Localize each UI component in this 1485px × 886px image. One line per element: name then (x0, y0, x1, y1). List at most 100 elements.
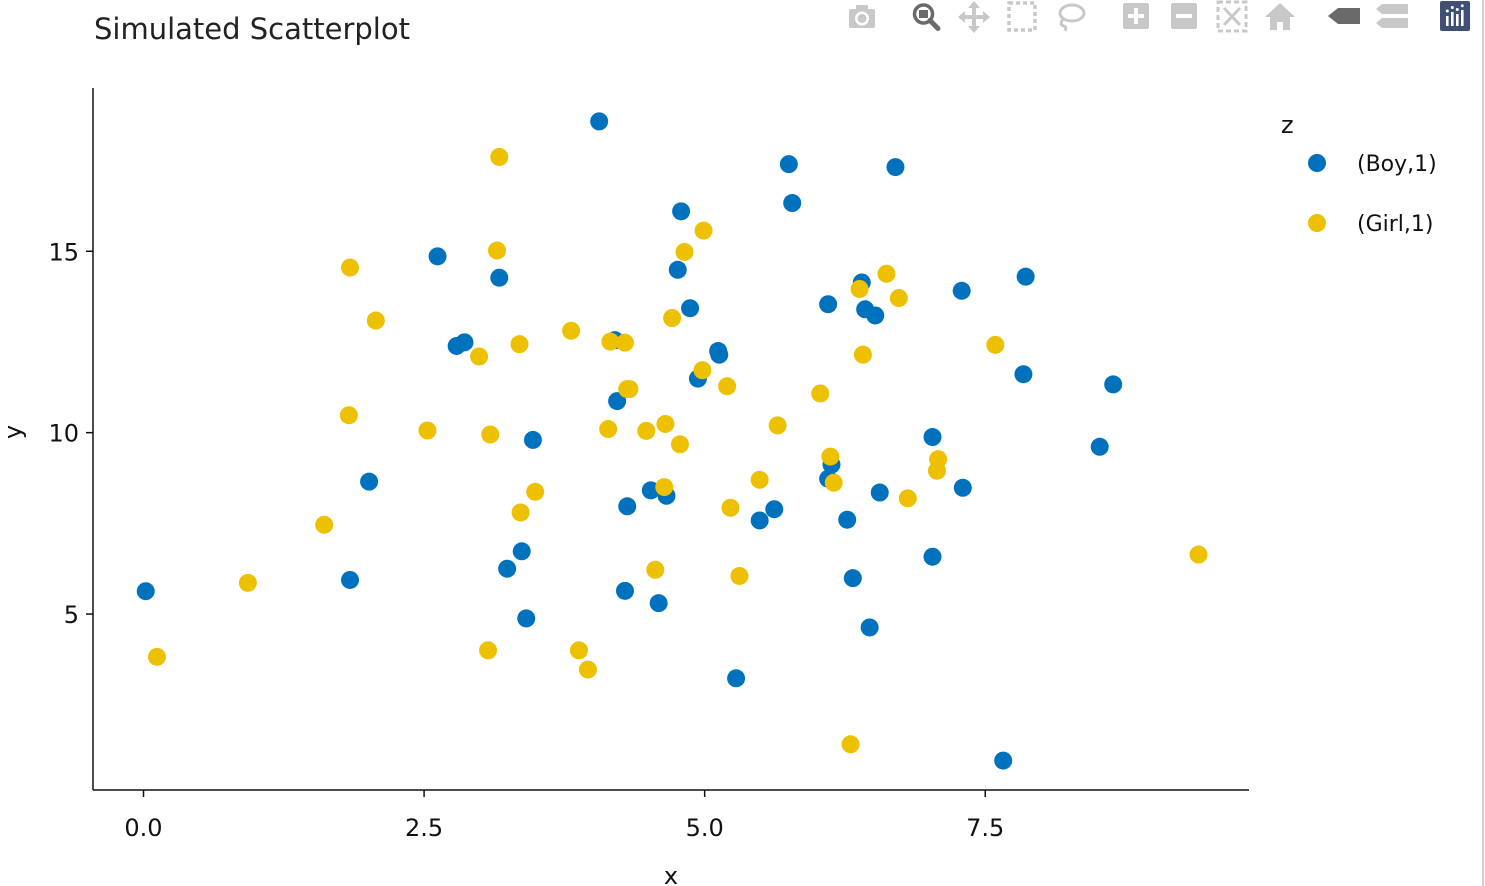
data-point[interactable] (479, 641, 498, 660)
data-point[interactable] (923, 547, 942, 566)
data-point[interactable] (620, 380, 639, 399)
data-point[interactable] (693, 361, 712, 380)
data-point[interactable] (710, 345, 729, 364)
legend-item[interactable]: (Girl,1) (1308, 212, 1433, 237)
data-point[interactable] (672, 202, 691, 221)
data-point[interactable] (1090, 437, 1109, 456)
data-point[interactable] (655, 478, 674, 497)
data-point[interactable] (470, 347, 489, 366)
box-select-button[interactable] (1004, 0, 1040, 34)
data-point[interactable] (768, 416, 787, 435)
data-point[interactable] (663, 309, 682, 328)
pan-button[interactable] (956, 0, 992, 34)
data-point[interactable] (986, 335, 1005, 354)
zoom-button[interactable] (908, 0, 944, 34)
data-point[interactable] (730, 566, 749, 585)
data-point[interactable] (455, 333, 474, 352)
data-point[interactable] (315, 515, 334, 534)
data-point[interactable] (853, 345, 872, 364)
data-point[interactable] (615, 581, 634, 600)
data-point[interactable] (952, 281, 971, 300)
hover-compare-button[interactable] (1374, 0, 1410, 34)
data-point[interactable] (490, 147, 509, 166)
data-point[interactable] (510, 335, 529, 354)
data-point[interactable] (923, 428, 942, 447)
zoom-out-button[interactable] (1166, 0, 1202, 34)
legend-item[interactable]: (Boy,1) (1308, 152, 1437, 177)
data-point[interactable] (590, 112, 609, 131)
data-point[interactable] (608, 392, 627, 411)
data-point[interactable] (601, 332, 620, 351)
data-point[interactable] (147, 647, 166, 666)
plotly-logo-button[interactable] (1436, 0, 1472, 34)
data-point[interactable] (866, 306, 885, 325)
data-point[interactable] (670, 435, 689, 454)
data-point[interactable] (821, 447, 840, 466)
data-point[interactable] (339, 406, 358, 425)
data-point[interactable] (366, 311, 385, 330)
data-point[interactable] (481, 425, 500, 444)
data-point[interactable] (360, 472, 379, 491)
data-point[interactable] (860, 618, 879, 637)
data-point[interactable] (1104, 375, 1123, 394)
data-point[interactable] (599, 420, 618, 439)
data-point[interactable] (727, 669, 746, 688)
data-point[interactable] (341, 570, 360, 589)
data-point[interactable] (886, 158, 905, 177)
data-point[interactable] (488, 241, 507, 260)
data-point[interactable] (824, 473, 843, 492)
data-point[interactable] (1014, 365, 1033, 384)
data-point[interactable] (1189, 545, 1208, 564)
data-point[interactable] (811, 384, 830, 403)
data-point[interactable] (1016, 267, 1035, 286)
data-point[interactable] (841, 735, 860, 754)
data-point[interactable] (929, 450, 948, 469)
data-point[interactable] (843, 569, 862, 588)
data-point[interactable] (490, 268, 509, 287)
data-point[interactable] (511, 503, 530, 522)
data-point[interactable] (718, 377, 737, 396)
data-point[interactable] (637, 421, 656, 440)
data-point[interactable] (569, 641, 588, 660)
data-point[interactable] (668, 260, 687, 279)
data-point[interactable] (850, 279, 869, 298)
data-point[interactable] (721, 498, 740, 517)
data-point[interactable] (889, 289, 908, 308)
zoom-in-button[interactable] (1118, 0, 1154, 34)
data-point[interactable] (681, 299, 700, 318)
data-point[interactable] (615, 333, 634, 352)
lasso-select-button[interactable] (1052, 0, 1088, 34)
data-point[interactable] (136, 582, 155, 601)
data-point[interactable] (498, 559, 517, 578)
download-plot-button[interactable] (844, 0, 880, 34)
data-point[interactable] (649, 594, 668, 613)
autoscale-button[interactable] (1214, 0, 1250, 34)
hover-closest-button[interactable] (1326, 0, 1362, 34)
data-point[interactable] (526, 482, 545, 501)
data-point[interactable] (238, 573, 257, 592)
data-point[interactable] (783, 194, 802, 213)
data-point[interactable] (694, 221, 713, 240)
data-point[interactable] (765, 500, 784, 519)
data-point[interactable] (418, 421, 437, 440)
data-point[interactable] (819, 295, 838, 314)
data-point[interactable] (341, 258, 360, 277)
data-point[interactable] (870, 483, 889, 502)
data-point[interactable] (517, 609, 536, 628)
data-point[interactable] (953, 478, 972, 497)
data-point[interactable] (994, 751, 1013, 770)
data-point[interactable] (675, 242, 694, 261)
data-point[interactable] (750, 470, 769, 489)
data-point[interactable] (656, 414, 675, 433)
reset-axes-button[interactable] (1262, 0, 1298, 34)
data-point[interactable] (898, 489, 917, 508)
data-point[interactable] (750, 511, 769, 530)
data-point[interactable] (562, 321, 581, 340)
data-point[interactable] (618, 497, 637, 516)
data-point[interactable] (523, 430, 542, 449)
data-point[interactable] (877, 264, 896, 283)
data-point[interactable] (779, 155, 798, 174)
data-point[interactable] (646, 560, 665, 579)
data-point[interactable] (641, 481, 660, 500)
data-point[interactable] (838, 510, 857, 529)
